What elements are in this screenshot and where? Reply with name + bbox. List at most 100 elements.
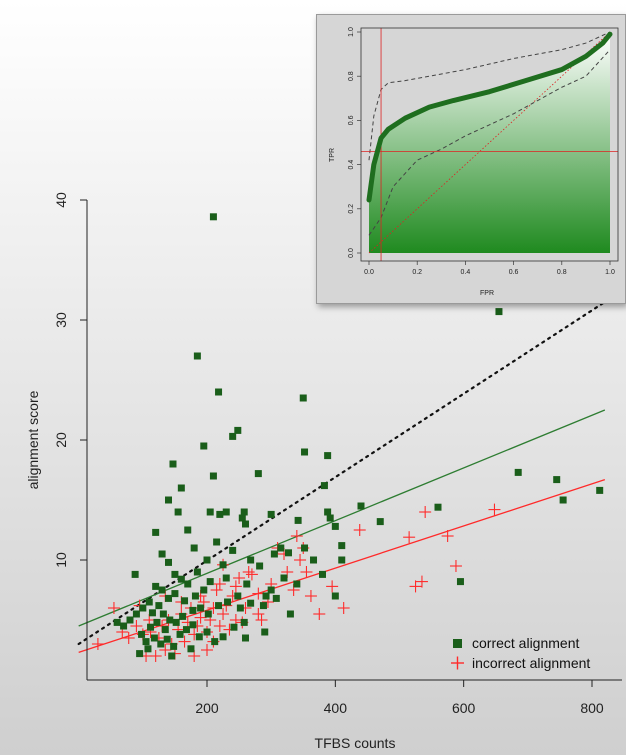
incorrect-point bbox=[252, 587, 265, 600]
incorrect-point bbox=[242, 566, 255, 578]
incorrect-point bbox=[337, 602, 350, 614]
incorrect-point bbox=[441, 530, 454, 542]
incorrect-point bbox=[313, 608, 326, 620]
correct-point bbox=[256, 562, 264, 570]
incorrect-point bbox=[229, 580, 242, 593]
correct-point bbox=[157, 640, 165, 648]
incorrect-point bbox=[300, 566, 313, 578]
x-tick-label: 800 bbox=[580, 700, 604, 716]
correct-point bbox=[215, 388, 223, 396]
roc-y-tick-label: 0.2 bbox=[348, 204, 355, 214]
correct-point bbox=[136, 650, 144, 658]
correct-point bbox=[200, 586, 208, 594]
incorrect-point bbox=[304, 590, 317, 602]
correct-point bbox=[293, 580, 301, 588]
incorrect-point bbox=[210, 584, 223, 596]
roc-x-tick-label: 0.4 bbox=[461, 269, 471, 276]
y-tick-label: 30 bbox=[53, 312, 69, 328]
correct-point bbox=[259, 602, 267, 610]
correct-point bbox=[200, 442, 208, 450]
correct-point bbox=[299, 394, 307, 402]
correct-point bbox=[216, 510, 224, 518]
correct-point bbox=[144, 645, 152, 653]
correct-point bbox=[286, 610, 294, 618]
legend-label-incorrect: incorrect alignment bbox=[472, 655, 590, 671]
incorrect-point bbox=[419, 506, 432, 518]
correct-point bbox=[211, 638, 219, 646]
correct-point bbox=[376, 518, 384, 526]
legend-label-correct: correct alignment bbox=[472, 635, 579, 651]
correct-point bbox=[209, 472, 217, 480]
x-tick-label: 400 bbox=[324, 700, 348, 716]
correct-point bbox=[184, 580, 192, 588]
roc-x-tick-label: 0.2 bbox=[412, 269, 422, 276]
correct-point bbox=[326, 514, 334, 522]
correct-point bbox=[158, 550, 166, 558]
incorrect-point bbox=[91, 638, 104, 650]
correct-point bbox=[495, 308, 503, 316]
legend-marker-incorrect bbox=[451, 656, 464, 670]
correct-point bbox=[155, 602, 163, 610]
correct-point bbox=[177, 484, 185, 492]
correct-point bbox=[189, 621, 197, 629]
correct-point bbox=[294, 516, 302, 524]
correct-point bbox=[324, 452, 332, 460]
incorrect-point bbox=[107, 602, 120, 614]
correct-point bbox=[181, 597, 189, 605]
correct-point bbox=[184, 526, 192, 534]
incorrect-point bbox=[233, 572, 246, 584]
incorrect-point bbox=[255, 614, 268, 626]
correct-point bbox=[559, 496, 567, 504]
correct-point bbox=[113, 618, 121, 626]
correct-point bbox=[243, 580, 251, 588]
roc-y-tick-label: 0.6 bbox=[348, 115, 355, 125]
correct-point bbox=[234, 426, 242, 434]
correct-point bbox=[138, 630, 146, 638]
correct-point bbox=[219, 561, 227, 569]
roc-y-tick-label: 0.0 bbox=[348, 248, 355, 258]
correct-point bbox=[280, 574, 288, 582]
correct-point bbox=[229, 432, 237, 440]
correct-point bbox=[254, 470, 262, 478]
x-axis-title: TFBS counts bbox=[315, 735, 396, 751]
correct-point bbox=[153, 618, 161, 626]
incorrect-point bbox=[178, 635, 191, 648]
correct-point bbox=[148, 609, 156, 617]
correct-point bbox=[236, 604, 244, 612]
correct-point bbox=[191, 592, 199, 600]
incorrect-point bbox=[415, 575, 428, 588]
correct-point bbox=[301, 448, 309, 456]
incorrect-point bbox=[159, 644, 172, 656]
roc-upper-band bbox=[368, 31, 611, 161]
correct-point bbox=[165, 496, 172, 504]
correct-point bbox=[553, 476, 561, 484]
correct-point bbox=[170, 642, 178, 650]
legend: correct alignment incorrect alignment bbox=[451, 635, 590, 671]
correct-point bbox=[152, 528, 160, 536]
correct-point bbox=[338, 556, 346, 564]
correct-point bbox=[171, 570, 179, 578]
correct-point bbox=[187, 645, 195, 653]
incorrect-point bbox=[213, 620, 226, 632]
correct-point bbox=[165, 558, 172, 566]
correct-point bbox=[224, 598, 232, 606]
correct-point bbox=[272, 594, 280, 602]
axes: 10 20 30 40 200 400 600 800 bbox=[53, 192, 622, 716]
correct-point bbox=[338, 542, 346, 550]
dotted-line bbox=[77, 300, 606, 646]
incorrect-point bbox=[488, 503, 501, 516]
correct-point bbox=[193, 568, 201, 576]
incorrect-fit-line bbox=[78, 478, 606, 654]
incorrect-point bbox=[403, 531, 416, 544]
correct-point bbox=[238, 514, 246, 522]
incorrect-point bbox=[245, 568, 258, 581]
correct-point bbox=[270, 550, 278, 558]
correct-point bbox=[456, 578, 464, 586]
correct-point bbox=[152, 582, 160, 590]
roc-x-tick-label: 1.0 bbox=[605, 269, 615, 276]
correct-point bbox=[230, 623, 238, 631]
roc-curve bbox=[366, 31, 613, 203]
correct-point bbox=[179, 612, 187, 620]
roc-y-tick-label: 1.0 bbox=[348, 27, 355, 37]
